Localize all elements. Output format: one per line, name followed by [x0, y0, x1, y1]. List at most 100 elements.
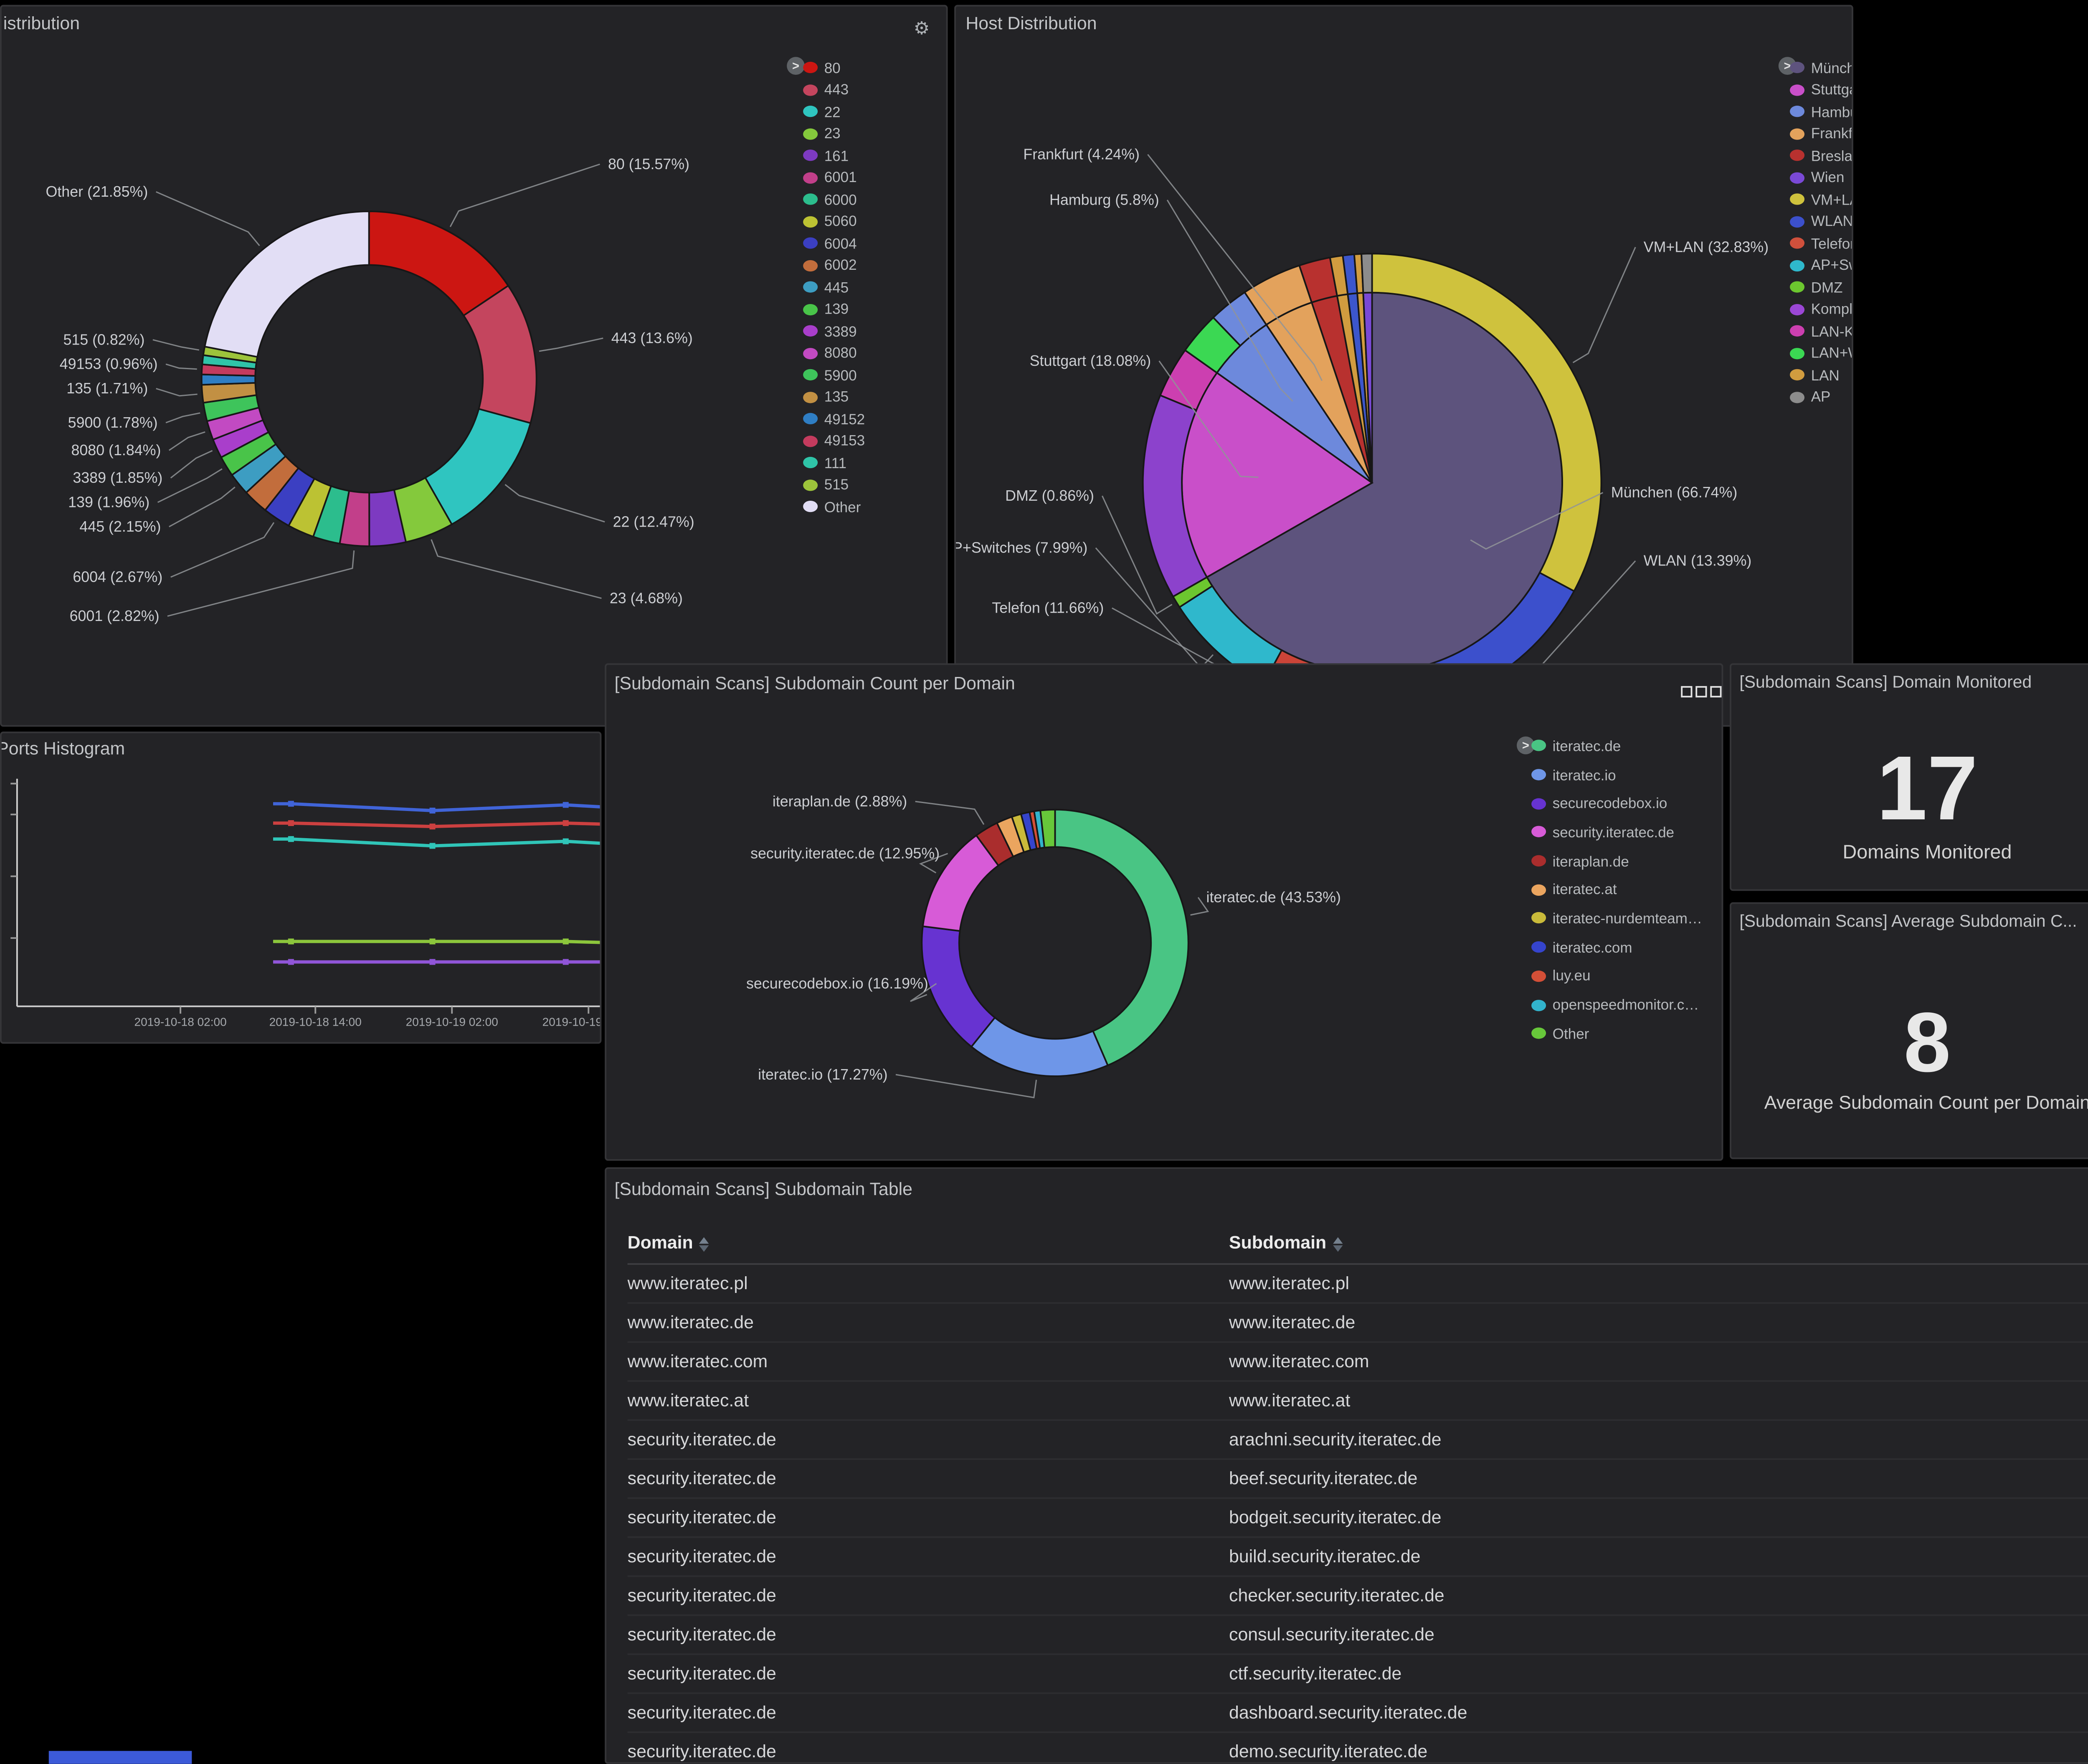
data-point-marker[interactable]: [288, 801, 294, 807]
legend-item[interactable]: 80: [803, 57, 865, 79]
data-point-marker[interactable]: [563, 938, 569, 945]
pie-slice[interactable]: [1039, 808, 1056, 849]
legend-item[interactable]: Telefon: [1790, 233, 1852, 255]
pie-slice[interactable]: [1054, 808, 1189, 1067]
legend-item[interactable]: LAN+W: [1790, 342, 1852, 364]
legend-item[interactable]: 23: [803, 123, 865, 145]
legend-item[interactable]: 515: [803, 474, 865, 496]
legend-item[interactable]: 5900: [803, 364, 865, 386]
legend-item[interactable]: 111: [803, 452, 865, 474]
legend-item[interactable]: 6004: [803, 233, 865, 255]
legend-item[interactable]: Münche: [1790, 57, 1852, 79]
sort-icon[interactable]: [699, 1236, 710, 1251]
legend-item[interactable]: 49153: [803, 430, 865, 452]
legend-item[interactable]: Stuttga: [1790, 79, 1852, 101]
legend-item[interactable]: security.iteratec.de: [1531, 818, 1702, 847]
ports-histogram-line-chart[interactable]: 2019-10-18 02:00 2019-10-18 14:00 2019-10-…: [2, 733, 601, 1044]
legend-item[interactable]: openspeedmonitor.c…: [1531, 991, 1702, 1019]
table-cell: beef.security.iteratec.de: [1229, 1469, 1418, 1488]
legend-item[interactable]: AP: [1790, 386, 1852, 408]
legend-item[interactable]: 22: [803, 101, 865, 123]
pie-slice[interactable]: [1371, 253, 1602, 593]
legend-item[interactable]: 6002: [803, 254, 865, 276]
legend-expand-icon[interactable]: >: [1778, 57, 1797, 75]
legend-item[interactable]: DMZ: [1790, 276, 1852, 299]
legend-color-dot: [1790, 238, 1805, 249]
legend-item[interactable]: 443: [803, 79, 865, 101]
data-point-marker[interactable]: [429, 824, 436, 830]
legend-color-dot: [1790, 347, 1805, 359]
gear-icon[interactable]: ⚙: [913, 19, 930, 39]
pie-slice[interactable]: [1361, 253, 1373, 294]
legend-item[interactable]: Frankfu: [1790, 123, 1852, 145]
legend-item[interactable]: 161: [803, 144, 865, 167]
data-point-marker[interactable]: [563, 838, 569, 844]
column-header-domain[interactable]: Domain: [628, 1234, 1229, 1253]
legend-item[interactable]: luy.eu: [1531, 962, 1702, 991]
callout-line: [919, 853, 948, 874]
legend-color-dot: [803, 194, 818, 205]
host-distribution-pie-chart[interactable]: VM+LAN (32.83%) München (66.74%) WLAN (13.…: [956, 7, 1853, 727]
legend-expand-icon[interactable]: >: [787, 57, 805, 75]
legend-item[interactable]: Komple: [1790, 298, 1853, 320]
data-point-marker[interactable]: [563, 802, 569, 808]
data-point-marker[interactable]: [288, 820, 294, 826]
line-series[interactable]: [273, 940, 601, 944]
legend-item[interactable]: Other: [1531, 1019, 1702, 1048]
data-point-marker[interactable]: [563, 959, 569, 965]
line-series[interactable]: [273, 802, 601, 812]
legend-item[interactable]: iteratec.de: [1531, 732, 1702, 760]
legend-item[interactable]: iteratec-nurdemteam…: [1531, 904, 1702, 933]
slice-label: 5900 (1.78%): [68, 414, 158, 431]
column-header-subdomain[interactable]: Subdomain: [1229, 1234, 2088, 1253]
data-point-marker[interactable]: [288, 959, 294, 965]
legend-item[interactable]: 445: [803, 276, 865, 299]
panel-subdomain-table: [Subdomain Scans] Subdomain Table Domain…: [605, 1167, 2088, 1764]
legend-item[interactable]: iteratec.com: [1531, 933, 1702, 962]
legend-item[interactable]: VM+LAN: [1790, 189, 1852, 211]
legend-color-dot: [803, 215, 818, 228]
legend-label: 3389: [824, 323, 857, 340]
data-point-marker[interactable]: [288, 836, 294, 842]
legend-label: Komple: [1811, 301, 1853, 318]
legend-item[interactable]: 3389: [803, 320, 865, 342]
sort-icon[interactable]: [1333, 1236, 1343, 1251]
table-cell: www.iteratec.at: [1229, 1391, 1351, 1411]
legend-item[interactable]: Breslau: [1790, 144, 1852, 167]
callout-line: [539, 337, 603, 352]
legend-item[interactable]: iteratec.io: [1531, 760, 1702, 789]
legend-item[interactable]: securecodebox.io: [1531, 789, 1702, 818]
legend-item[interactable]: 8080: [803, 342, 865, 364]
data-point-marker[interactable]: [429, 938, 436, 945]
legend-item[interactable]: 5060: [803, 210, 865, 233]
legend-color-dot: [1531, 1028, 1546, 1039]
legend-item[interactable]: 49152: [803, 408, 865, 430]
pie-slice[interactable]: [203, 210, 370, 358]
data-point-marker[interactable]: [429, 843, 436, 849]
legend-item[interactable]: WLAN: [1790, 210, 1852, 233]
line-series[interactable]: [273, 821, 601, 829]
legend-item[interactable]: 135: [803, 386, 865, 408]
legend-item[interactable]: iteratec.at: [1531, 875, 1702, 904]
data-point-marker[interactable]: [288, 938, 294, 945]
legend-item[interactable]: AP+Swi: [1790, 254, 1852, 276]
legend-item[interactable]: 6000: [803, 189, 865, 211]
data-point-marker[interactable]: [563, 820, 569, 826]
data-point-marker[interactable]: [429, 959, 436, 965]
legend-item[interactable]: 6001: [803, 167, 865, 189]
legend-item[interactable]: Other: [803, 496, 865, 518]
line-series[interactable]: [273, 837, 601, 848]
legend-item[interactable]: Wien: [1790, 167, 1852, 189]
legend-item[interactable]: iteraplan.de: [1531, 847, 1702, 875]
legend-item[interactable]: LAN-Ko: [1790, 320, 1852, 342]
slice-label: iteraplan.de (2.88%): [773, 793, 907, 810]
subdomain-count-donut-chart[interactable]: iteratec.de (43.53%) iteratec.io (17.27%)…: [606, 665, 1723, 1161]
legend-item[interactable]: LAN: [1790, 364, 1852, 386]
data-point-marker[interactable]: [429, 807, 436, 814]
port-distribution-donut-chart[interactable]: 80 (15.57%) 443 (13.6%) 22 (12.47%) 23 (4.6…: [2, 7, 948, 727]
panel-menu-icon[interactable]: [1681, 686, 1722, 698]
legend-item[interactable]: 139: [803, 298, 865, 320]
pie-slice[interactable]: [970, 1016, 1109, 1077]
table-cell: security.iteratec.de: [627, 1703, 776, 1723]
legend-item[interactable]: Hambu: [1790, 101, 1852, 123]
